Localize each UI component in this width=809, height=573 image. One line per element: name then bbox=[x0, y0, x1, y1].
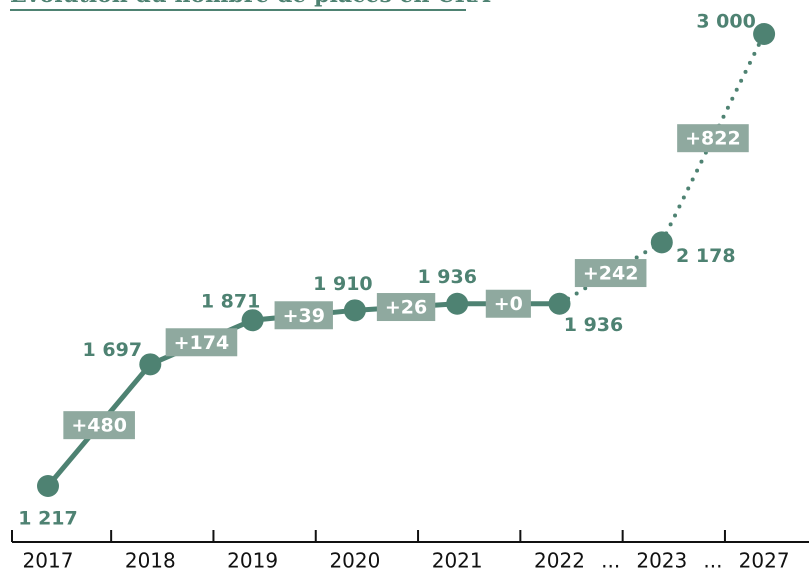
difference-text: +0 bbox=[494, 293, 523, 315]
x-separator: ... bbox=[601, 549, 620, 573]
difference-label: +39 bbox=[274, 301, 333, 330]
data-point bbox=[650, 231, 673, 254]
difference-text: +174 bbox=[174, 332, 230, 354]
value-label: 1 871 bbox=[201, 291, 261, 313]
difference-label: +822 bbox=[677, 124, 749, 153]
data-point bbox=[446, 292, 469, 315]
x-tick-label: 2021 bbox=[432, 549, 483, 573]
difference-box bbox=[63, 411, 135, 440]
value-label: 1 217 bbox=[18, 508, 78, 530]
x-tick-label: 2023 bbox=[636, 549, 687, 573]
difference-label: +0 bbox=[485, 289, 531, 318]
difference-box bbox=[485, 289, 531, 318]
data-point bbox=[37, 475, 59, 497]
difference-box bbox=[574, 259, 647, 288]
data-point bbox=[139, 353, 162, 376]
chart-title: Évolution du nombre de places en CRA bbox=[10, 0, 491, 8]
difference-label: +174 bbox=[165, 328, 238, 357]
x-tick-label: 2019 bbox=[227, 549, 278, 573]
difference-text: +480 bbox=[71, 415, 127, 437]
value-label: 2 178 bbox=[676, 245, 736, 267]
difference-text: +242 bbox=[583, 263, 639, 285]
difference-box bbox=[165, 328, 238, 357]
data-point bbox=[753, 23, 776, 45]
value-label: 1 936 bbox=[564, 314, 624, 336]
difference-label: +26 bbox=[376, 293, 436, 322]
x-tick-label: 2027 bbox=[739, 549, 790, 573]
difference-text: +39 bbox=[283, 305, 325, 327]
difference-text: +26 bbox=[385, 297, 427, 319]
difference-box bbox=[677, 124, 749, 153]
x-tick-label: 2022 bbox=[534, 549, 585, 573]
data-point bbox=[241, 309, 264, 332]
x-tick-label: 2020 bbox=[329, 549, 380, 573]
x-tick-label: 2018 bbox=[125, 549, 176, 573]
x-tick-label: 2017 bbox=[23, 549, 74, 573]
value-label: 3 000 bbox=[696, 11, 756, 33]
value-label: 1 697 bbox=[83, 339, 143, 361]
x-separator: ... bbox=[703, 549, 722, 573]
data-point bbox=[343, 299, 366, 322]
value-label: 1 936 bbox=[417, 266, 477, 288]
difference-box bbox=[376, 293, 436, 322]
difference-label: +480 bbox=[63, 411, 135, 440]
data-point bbox=[548, 292, 571, 315]
difference-text: +822 bbox=[685, 128, 741, 150]
value-label: 1 910 bbox=[313, 273, 373, 295]
line-segment bbox=[659, 32, 767, 245]
difference-label: +242 bbox=[574, 259, 647, 288]
difference-box bbox=[274, 301, 333, 330]
